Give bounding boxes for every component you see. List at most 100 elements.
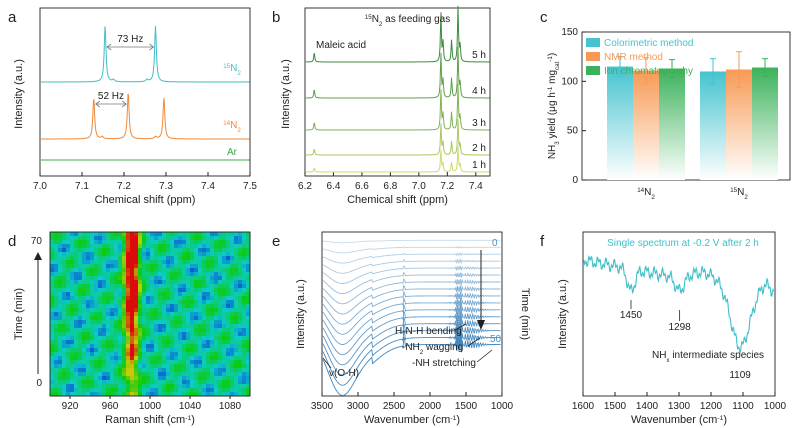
heatmap-cell	[86, 300, 91, 305]
heatmap-cell	[158, 268, 163, 273]
heatmap-cell	[106, 376, 111, 381]
x-tick-label: 7.0	[412, 181, 426, 192]
heatmap-cell	[82, 388, 87, 393]
heatmap-cell	[78, 316, 83, 321]
heatmap-cell	[194, 240, 199, 245]
heatmap-cell	[134, 288, 139, 293]
heatmap-cell	[182, 316, 187, 321]
heatmap-cell	[194, 328, 199, 333]
heatmap-cell	[90, 284, 95, 289]
heatmap-cell	[134, 348, 139, 353]
heatmap-cell	[106, 264, 111, 269]
heatmap-cell	[146, 260, 151, 265]
heatmap-cell	[82, 336, 87, 341]
series-label-ar: Ar	[227, 147, 238, 158]
heatmap-cell	[94, 308, 99, 313]
heatmap-cell	[162, 380, 167, 385]
heatmap-cell	[238, 372, 243, 377]
heatmap-cell	[226, 344, 231, 349]
heatmap-cell	[174, 280, 179, 285]
heatmap-cell	[186, 280, 191, 285]
heatmap-cell	[66, 284, 71, 289]
heatmap-cell	[146, 296, 151, 301]
heatmap-cell	[206, 244, 211, 249]
heatmap-cell	[154, 344, 159, 349]
heatmap-cell	[146, 256, 151, 261]
heatmap-cell	[98, 288, 103, 293]
heatmap-cell	[246, 352, 251, 357]
heatmap-cell	[90, 320, 95, 325]
heatmap-cell	[58, 324, 63, 329]
series-line	[306, 146, 490, 173]
heatmap-cell	[110, 296, 115, 301]
heatmap-cell	[62, 384, 67, 389]
heatmap-cell	[202, 288, 207, 293]
heatmap-cell	[110, 244, 115, 249]
heatmap-cell	[126, 308, 131, 313]
heatmap-cell	[78, 256, 83, 261]
heatmap-cell	[166, 364, 171, 369]
heatmap-cell	[126, 384, 131, 389]
heatmap-cell	[110, 284, 115, 289]
heatmap-cell	[150, 268, 155, 273]
heatmap-cell	[122, 336, 127, 341]
heatmap-cell	[234, 384, 239, 389]
heatmap-cell	[214, 356, 219, 361]
heatmap-cell	[150, 324, 155, 329]
heatmap-cell	[126, 364, 131, 369]
heatmap-cell	[234, 280, 239, 285]
heatmap-cell	[126, 300, 131, 305]
heatmap-cell	[246, 284, 251, 289]
heatmap-cell	[218, 240, 223, 245]
heatmap-cell	[130, 232, 135, 237]
heatmap-cell	[114, 288, 119, 293]
heatmap-cell	[214, 252, 219, 257]
heatmap-cell	[150, 276, 155, 281]
heatmap-cell	[166, 372, 171, 377]
heatmap-cell	[246, 356, 251, 361]
heatmap-cell	[246, 264, 251, 269]
heatmap-cell	[58, 332, 63, 337]
heatmap-cell	[166, 344, 171, 349]
heatmap-cell	[218, 324, 223, 329]
heatmap-cell	[186, 344, 191, 349]
heatmap-cell	[182, 376, 187, 381]
heatmap-cell	[58, 360, 63, 365]
heatmap-cell	[74, 244, 79, 249]
heatmap-cell	[178, 260, 183, 265]
heatmap-cell	[150, 392, 155, 397]
heatmap-cell	[78, 328, 83, 333]
heatmap-cell	[130, 348, 135, 353]
heatmap-cell	[242, 344, 247, 349]
heatmap-cell	[230, 244, 235, 249]
heatmap-cell	[218, 392, 223, 397]
heatmap-cell	[142, 336, 147, 341]
heatmap-cell	[238, 244, 243, 249]
legend-label: Ion chromatography	[604, 66, 693, 77]
heatmap-cell	[186, 288, 191, 293]
x-tick-label: 7.0	[33, 181, 47, 192]
heatmap-cell	[62, 304, 67, 309]
heatmap-cell	[106, 300, 111, 305]
heatmap-cell	[230, 328, 235, 333]
heatmap-cell	[142, 296, 147, 301]
heatmap-cell	[94, 320, 99, 325]
y-tick-label: 100	[561, 76, 578, 87]
heatmap-cell	[74, 276, 79, 281]
heatmap-cell	[110, 280, 115, 285]
series-label-15N2-part: 2	[237, 70, 241, 77]
heatmap-cell	[214, 256, 219, 261]
heatmap-cell	[122, 380, 127, 385]
heatmap-cell	[94, 364, 99, 369]
heatmap-cell	[94, 240, 99, 245]
heatmap-cell	[178, 348, 183, 353]
heatmap-cell	[166, 300, 171, 305]
heatmap-cell	[150, 388, 155, 393]
heatmap-cell	[70, 256, 75, 261]
heatmap-cell	[102, 276, 107, 281]
heatmap-cell	[234, 288, 239, 293]
heatmap-cell	[186, 296, 191, 301]
series-label-15N2-part: 15	[223, 63, 230, 70]
heatmap-cell	[134, 312, 139, 317]
heatmap-cell	[58, 340, 63, 345]
